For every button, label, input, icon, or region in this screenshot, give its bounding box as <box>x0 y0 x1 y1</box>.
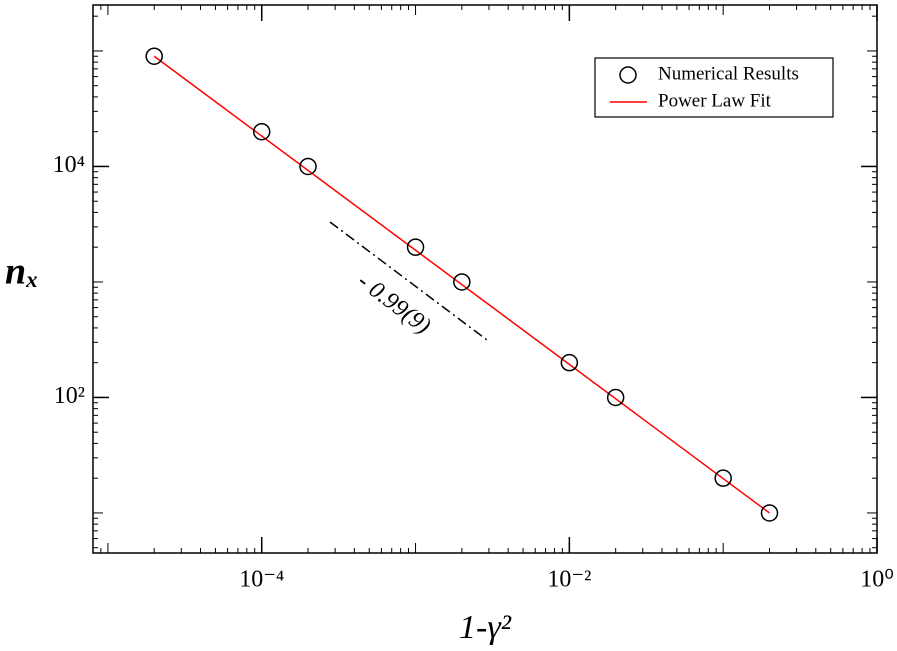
plot-frame <box>92 4 878 554</box>
slope-guide <box>329 221 488 341</box>
data-point <box>299 157 317 176</box>
data-point <box>145 47 163 65</box>
data-point <box>714 469 732 487</box>
data-point <box>560 353 579 372</box>
y-axis-label: nₓ <box>5 251 39 293</box>
x-tick-label: 10⁰ <box>860 567 894 593</box>
data-point <box>760 504 779 522</box>
legend-label: Power Law Fit <box>658 90 772 111</box>
x-axis-label: 1-γ² <box>459 609 512 646</box>
legend-box <box>594 57 834 118</box>
slope-annotation: - 0.99(9) <box>353 268 436 339</box>
data-point <box>406 238 425 256</box>
data-point <box>453 273 471 291</box>
y-tick-label: 10⁴ <box>53 152 85 178</box>
x-tick-label: 10⁻⁴ <box>239 567 284 593</box>
fit-line <box>153 55 770 514</box>
legend-marker <box>619 66 637 84</box>
x-tick-label: 10⁻² <box>547 567 591 593</box>
data-point <box>606 388 625 407</box>
legend-label: Numerical Results <box>658 63 799 84</box>
data-point <box>252 122 271 141</box>
y-tick-label: 10² <box>54 383 85 409</box>
